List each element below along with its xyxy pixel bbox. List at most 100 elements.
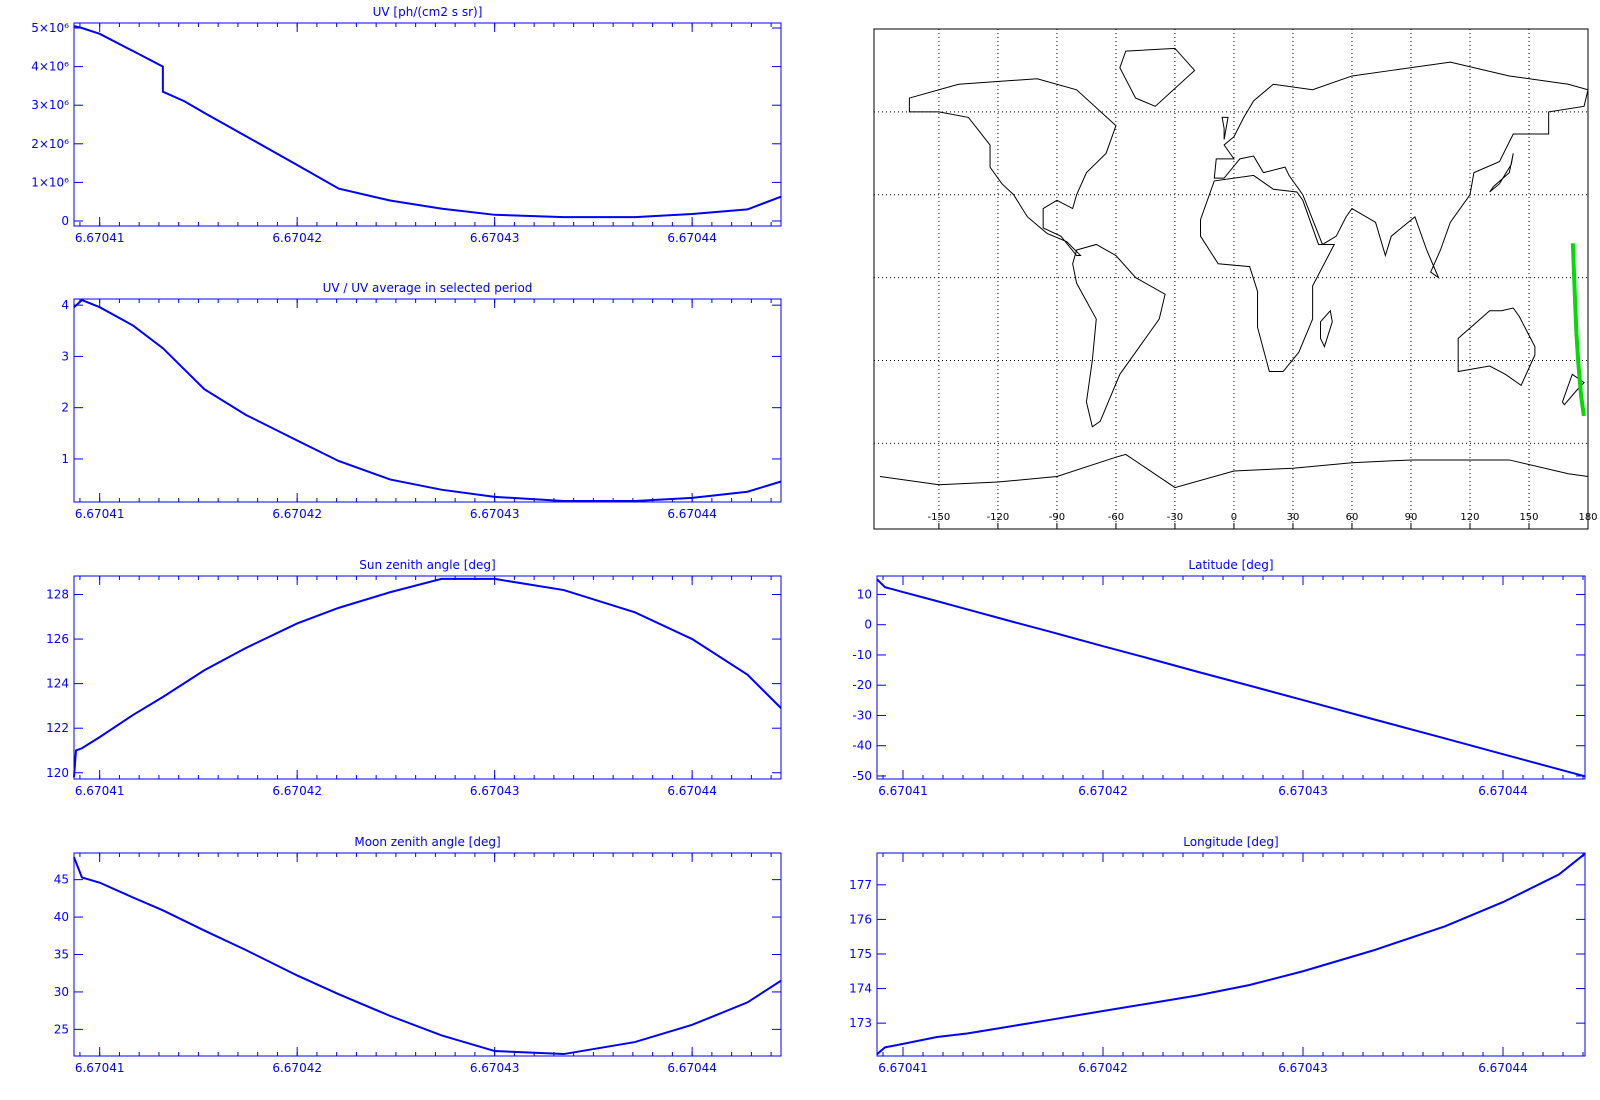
x-tick-label: 6.67041 <box>878 784 928 798</box>
data-line <box>73 298 782 502</box>
x-tick-label: 6.67041 <box>75 507 125 521</box>
y-tick-label: 2 <box>61 401 69 415</box>
x-tick-label: 6.67044 <box>667 784 717 798</box>
y-tick-label: 126 <box>46 632 69 646</box>
y-tick-label: 1×10⁶ <box>31 175 69 189</box>
chart-title: Longitude [deg] <box>1183 835 1278 849</box>
x-tick-label: 6.67041 <box>878 1061 928 1075</box>
y-tick-label: 3×10⁶ <box>31 98 69 112</box>
japan <box>1490 153 1514 192</box>
uk <box>1222 117 1228 139</box>
plot-frame <box>73 22 782 227</box>
y-tick-label: 174 <box>849 982 872 996</box>
y-tick-label: 124 <box>46 677 69 691</box>
x-tick-label: 6.67043 <box>470 507 520 521</box>
data-line <box>876 578 1586 778</box>
y-tick-label: 3 <box>61 349 69 363</box>
data-line <box>73 25 782 219</box>
x-tick-label: 6.67043 <box>470 784 520 798</box>
y-tick-label: 175 <box>849 947 872 961</box>
y-tick-label: 173 <box>849 1016 872 1030</box>
y-tick-label: 128 <box>46 587 69 601</box>
chart-title: Moon zenith angle [deg] <box>354 835 500 849</box>
x-tick-label: -120 <box>987 512 1010 523</box>
x-tick-label: -60 <box>1108 512 1124 523</box>
map-frame <box>873 28 1589 530</box>
coastlines <box>874 48 1588 487</box>
x-tick-label: 6.67041 <box>75 784 125 798</box>
y-tick-label: 176 <box>849 912 872 926</box>
x-tick-label: 6.67043 <box>1278 1061 1328 1075</box>
chart-title: UV [ph/(cm2 s sr)] <box>373 5 483 19</box>
x-tick-label: -150 <box>928 512 951 523</box>
y-tick-label: 0 <box>61 214 69 228</box>
plot-frame <box>876 575 1586 780</box>
y-tick-label: -30 <box>852 708 872 722</box>
x-tick-label: 30 <box>1287 512 1300 523</box>
x-tick-label: 6.67043 <box>470 231 520 245</box>
africa <box>1201 175 1335 371</box>
y-tick-label: 25 <box>54 1022 69 1036</box>
x-tick-label: 6.67042 <box>272 1061 322 1075</box>
antarctica <box>880 454 1588 487</box>
ground-track <box>1570 243 1586 417</box>
x-tick-label: 60 <box>1346 512 1359 523</box>
x-tick-label: 6.67043 <box>1278 784 1328 798</box>
greenland <box>1120 48 1195 106</box>
data-line <box>73 856 782 1056</box>
eurasia <box>1214 62 1588 277</box>
x-tick-label: 6.67042 <box>272 507 322 521</box>
x-tick-label: 6.67042 <box>1078 1061 1128 1075</box>
x-tick-label: 6.67044 <box>667 1061 717 1075</box>
data-line <box>876 852 1586 1056</box>
y-tick-label: 40 <box>54 910 69 924</box>
y-tick-label: 120 <box>46 766 69 780</box>
x-tick-label: 150 <box>1519 512 1538 523</box>
x-tick-label: 6.67043 <box>470 1061 520 1075</box>
x-tick-label: 6.67044 <box>1478 784 1528 798</box>
x-tick-label: 0 <box>1231 512 1237 523</box>
y-tick-label: 177 <box>849 878 872 892</box>
plot-frame <box>73 852 782 1057</box>
y-tick-label: 122 <box>46 721 69 735</box>
chart-title: Latitude [deg] <box>1188 558 1273 572</box>
new-zealand <box>1562 374 1584 404</box>
x-tick-label: 180 <box>1578 512 1597 523</box>
plot-frame <box>73 298 782 503</box>
y-tick-label: 4 <box>61 298 69 312</box>
y-tick-label: 45 <box>54 873 69 887</box>
y-tick-label: 30 <box>54 985 69 999</box>
y-tick-label: 4×10⁶ <box>31 60 69 74</box>
y-tick-label: -40 <box>852 739 872 753</box>
south-america <box>1073 244 1165 426</box>
x-tick-label: 6.67041 <box>75 1061 125 1075</box>
x-tick-label: 6.67042 <box>272 231 322 245</box>
x-tick-label: 6.67042 <box>1078 784 1128 798</box>
x-tick-label: 90 <box>1405 512 1418 523</box>
australia <box>1458 308 1535 385</box>
chart-title: UV / UV average in selected period <box>323 281 533 295</box>
y-tick-label: 5×10⁶ <box>31 21 69 35</box>
north-america <box>909 79 1116 256</box>
plot-frame <box>73 575 782 780</box>
x-tick-label: -30 <box>1167 512 1183 523</box>
y-tick-label: -20 <box>852 678 872 692</box>
y-tick-label: 0 <box>864 618 872 632</box>
data-line <box>73 577 782 778</box>
madagascar <box>1320 311 1332 347</box>
y-tick-label: -50 <box>852 769 872 783</box>
y-tick-label: 35 <box>54 948 69 962</box>
y-tick-label: 10 <box>857 587 872 601</box>
x-tick-label: 6.67041 <box>75 231 125 245</box>
y-tick-label: 2×10⁶ <box>31 137 69 151</box>
x-tick-label: 6.67044 <box>667 507 717 521</box>
x-tick-label: 120 <box>1460 512 1479 523</box>
plot-frame <box>876 852 1586 1057</box>
y-tick-label: 1 <box>61 452 69 466</box>
chart-title: Sun zenith angle [deg] <box>359 558 495 572</box>
x-tick-label: -90 <box>1049 512 1065 523</box>
x-tick-label: 6.67044 <box>1478 1061 1528 1075</box>
x-tick-label: 6.67044 <box>667 231 717 245</box>
